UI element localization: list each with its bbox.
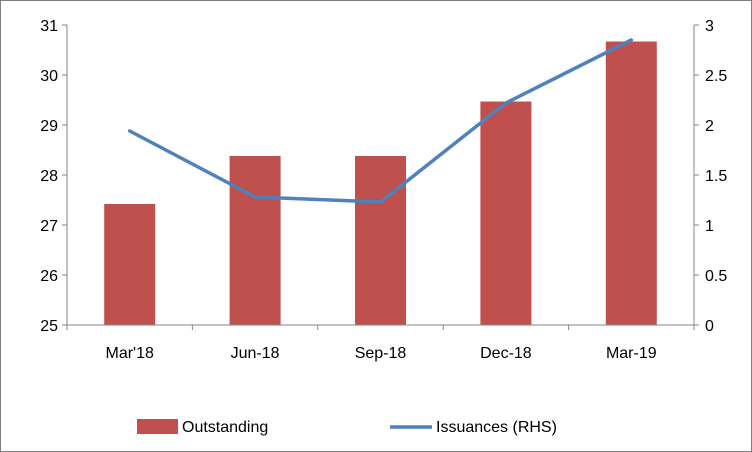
bar-outstanding-1 [229,156,281,325]
y-right-tick-label-3: 1.5 [705,168,727,185]
point-issuances-4 [629,38,633,42]
x-tick-label-2: Sep-18 [355,345,407,362]
y-left-tick-label-3: 28 [40,168,58,185]
y-left-tick-label-2: 27 [40,218,58,235]
bar-outstanding-4 [605,41,657,325]
point-issuances-3 [504,101,508,105]
point-issuances-1 [253,195,257,199]
y-right-tick-label-4: 2 [705,118,714,135]
y-right-tick-label-5: 2.5 [705,68,727,85]
y-left-tick-label-5: 30 [40,68,58,85]
y-right-tick-label-0: 0 [705,318,714,335]
y-right-tick-label-2: 1 [705,218,714,235]
legend-swatch-outstanding [137,419,178,434]
x-tick-label-4: Mar-19 [606,345,657,362]
y-left-tick-label-0: 25 [40,318,58,335]
legend: Outstanding Issuances (RHS) [137,419,557,436]
bar-outstanding-2 [355,156,406,325]
x-tick-label-3: Dec-18 [480,345,532,362]
y-right-tick-label-6: 3 [705,18,714,35]
y-left-tick-label-1: 26 [40,268,58,285]
legend-label-outstanding: Outstanding [182,419,268,436]
x-tick-label-1: Jun-18 [231,345,280,362]
y-left-tick-label-6: 31 [40,18,58,35]
legend-label-issuances: Issuances (RHS) [436,419,557,436]
y-left-tick-label-4: 29 [40,118,58,135]
plot-layer: 25 26 27 28 29 30 31 0 0.5 1 1.5 2 2.5 3 Mar'18 Jun-18 S… [40,18,727,362]
x-tick-label-0: Mar'18 [105,345,154,362]
bar-outstanding-3 [480,101,532,325]
bar-outstanding-0 [104,204,156,325]
point-issuances-2 [379,200,382,204]
y-right-tick-label-1: 0.5 [705,268,727,285]
point-issuances-0 [128,129,132,133]
